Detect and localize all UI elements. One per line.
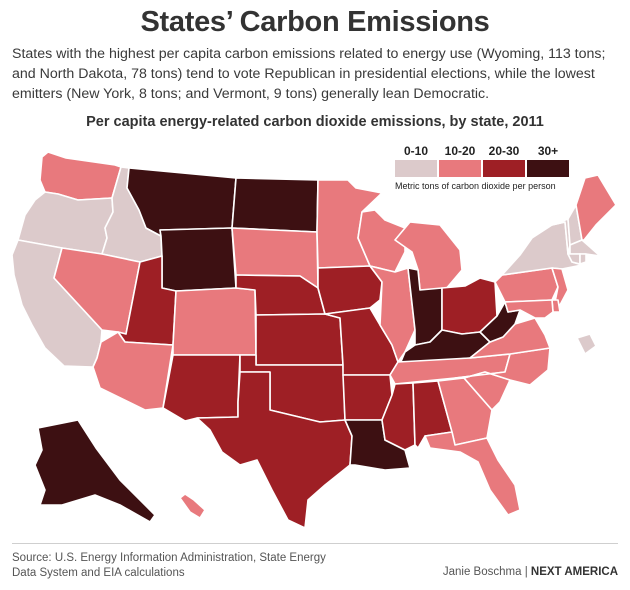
chart-title: States’ Carbon Emissions — [140, 6, 490, 38]
state-ri — [579, 253, 587, 265]
legend-label-1: 10-20 — [444, 144, 476, 158]
state-nd — [231, 177, 319, 233]
legend-label-3: 30+ — [537, 144, 559, 158]
state-nm — [162, 354, 241, 422]
state-wy — [159, 227, 237, 292]
state-md — [504, 299, 554, 319]
state-il — [369, 265, 416, 363]
state-nj — [551, 267, 569, 306]
legend-swatch-3 — [527, 160, 569, 177]
credit: Janie Boschma | NEXT AMERICA — [443, 566, 618, 578]
state-wi — [357, 209, 406, 273]
credit-brand: NEXT AMERICA — [530, 566, 618, 578]
state-la — [344, 419, 411, 471]
legend: 0-10 10-20 20-30 30+ Metric tons of carb… — [395, 144, 575, 192]
credit-separator: | — [521, 566, 531, 578]
legend-swatch-1 — [439, 160, 481, 177]
state-dc — [576, 333, 597, 355]
map-title: Per capita energy-related carbon dioxide… — [86, 114, 544, 130]
state-tx — [196, 371, 353, 529]
legend-swatch-2 — [483, 160, 525, 177]
legend-note: Metric tons of carbon dioxide per person — [395, 181, 556, 191]
legend-label-2: 20-30 — [488, 144, 520, 158]
state-nc — [454, 347, 551, 386]
footer-divider — [12, 543, 618, 544]
source-note: Source: U.S. Energy Information Administ… — [12, 552, 326, 579]
state-az — [92, 331, 174, 411]
state-hi — [179, 493, 206, 519]
state-co — [172, 287, 257, 356]
state-me — [575, 174, 617, 241]
chart-subtitle: States with the highest per capita carbo… — [12, 46, 606, 102]
state-mi — [394, 221, 463, 291]
us-map — [0, 138, 630, 538]
credit-author: Janie Boschma — [442, 566, 522, 578]
state-fl — [424, 431, 521, 516]
legend-label-0: 0-10 — [403, 144, 429, 158]
state-ia — [317, 265, 383, 315]
us-map-svg — [11, 151, 617, 529]
state-ks — [255, 313, 344, 366]
state-ak — [34, 419, 156, 523]
legend-swatch-0 — [395, 160, 437, 177]
